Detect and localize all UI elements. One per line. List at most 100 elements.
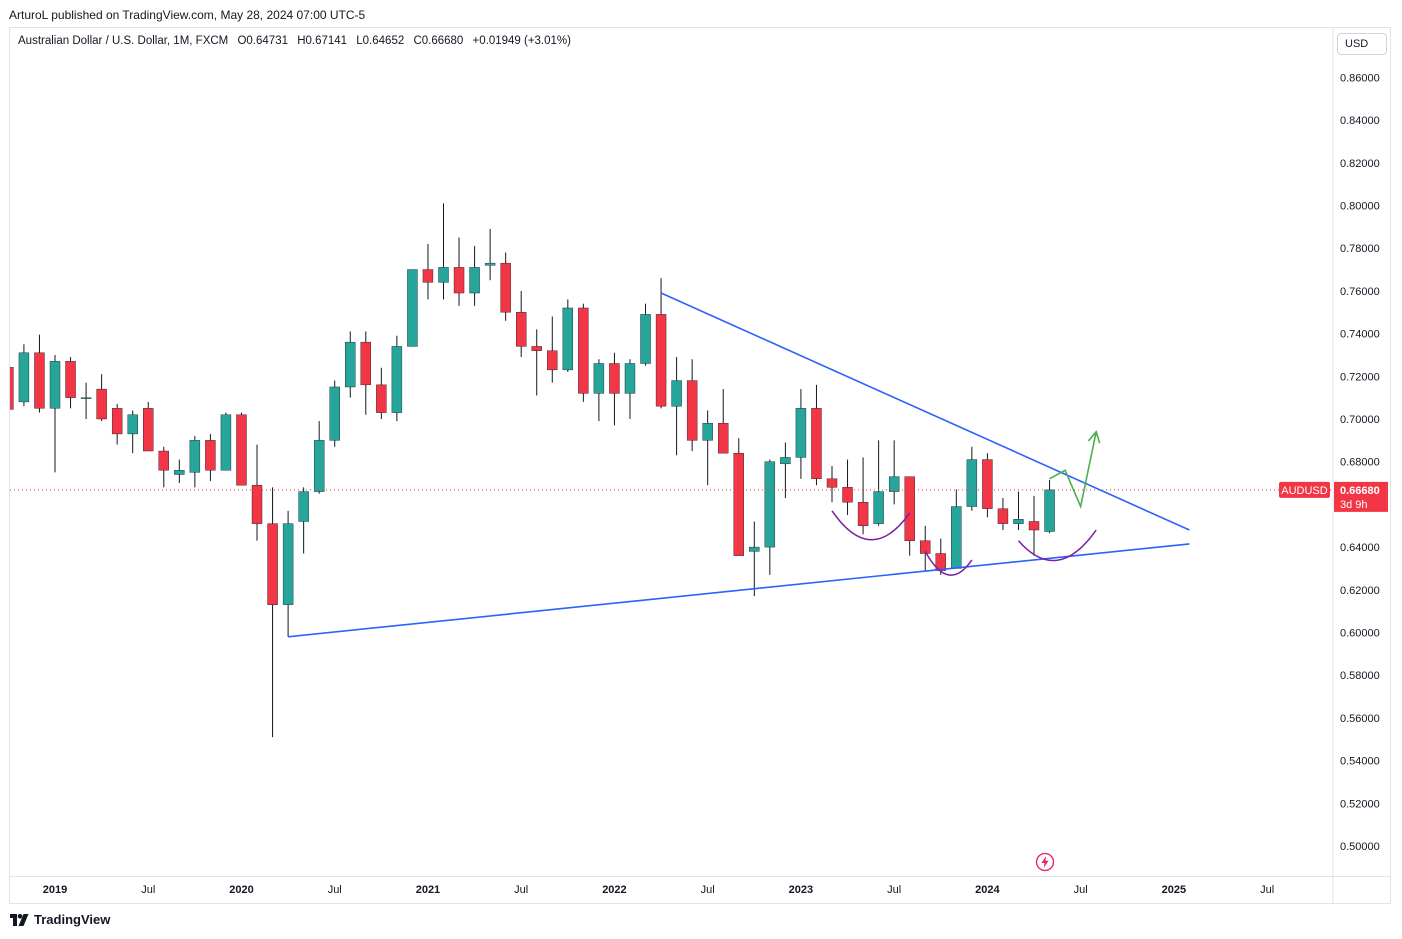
candle-up: [873, 491, 884, 524]
drawings: [288, 292, 1190, 638]
x-tick-label: 2021: [416, 884, 440, 896]
currency-button[interactable]: USD: [1337, 33, 1387, 55]
legend-symbol: Australian Dollar / U.S. Dollar, 1M, FXC…: [18, 35, 229, 47]
candle-up: [469, 267, 480, 294]
x-tick-label: Jul: [1260, 884, 1274, 896]
y-tick-label: 0.60000: [1340, 628, 1380, 640]
candle-down: [826, 478, 838, 488]
x-tick-label: 2025: [1162, 884, 1186, 896]
candle-down: [34, 352, 45, 409]
candle-up: [764, 461, 776, 548]
candle-down: [111, 408, 123, 435]
chart-frame: [9, 27, 1391, 904]
price-axis: 0.50000 0.52000 0.54000 0.56000 0.58000 0.600…: [1340, 72, 1380, 853]
candle-up: [624, 363, 636, 394]
candle-down: [655, 314, 667, 407]
price-tag-countdown: 3d 9h: [1340, 499, 1368, 511]
candle-down: [236, 414, 247, 486]
footer-brand: TradingView: [34, 912, 111, 927]
x-tick-label: 2024: [975, 884, 1000, 896]
time-axis: 2019 Jul 2020 Jul 2021 Jul 2022 Jul 2023 Jul 2024 J…: [43, 884, 1274, 896]
pattern-arc: [924, 551, 973, 576]
price-tag-value: 0.66680: [1340, 485, 1380, 497]
candle-up: [174, 470, 185, 475]
legend-low: L0.64652: [356, 35, 405, 47]
y-tick-label: 0.70000: [1340, 414, 1380, 426]
candle-down: [609, 363, 620, 394]
candle-down: [143, 408, 154, 452]
y-tick-label: 0.62000: [1340, 585, 1380, 597]
y-tick-label: 0.82000: [1340, 158, 1380, 170]
x-tick-label: 2023: [789, 884, 813, 896]
candle-up: [391, 346, 403, 413]
symbol-tag: [1279, 481, 1330, 498]
candle-up: [189, 440, 201, 473]
candle-up: [702, 423, 713, 441]
trendline-upper: [660, 292, 1190, 531]
candle-down: [811, 408, 822, 479]
candle-up: [749, 546, 760, 552]
tradingview-branding[interactable]: TradingView: [10, 912, 110, 927]
candle-up: [49, 361, 61, 409]
y-tick-label: 0.54000: [1340, 756, 1380, 768]
candle-down: [857, 502, 869, 526]
x-tick-label: Jul: [141, 884, 155, 896]
candle-down: [158, 450, 169, 471]
candle-up: [313, 440, 325, 492]
x-tick-label: Jul: [887, 884, 901, 896]
candle-up: [640, 314, 651, 364]
y-tick-label: 0.56000: [1340, 713, 1380, 725]
x-tick-label: 2019: [43, 884, 67, 896]
candle-up: [1013, 519, 1024, 524]
y-tick-label: 0.84000: [1340, 115, 1380, 127]
y-tick-label: 0.50000: [1340, 841, 1380, 853]
candle-up: [329, 386, 340, 441]
x-tick-label: Jul: [328, 884, 342, 896]
x-tick-label: 2022: [602, 884, 626, 896]
candle-up: [966, 459, 978, 507]
candles: [10, 203, 1055, 738]
y-tick-label: 0.74000: [1340, 329, 1380, 341]
candle-down: [997, 508, 1009, 524]
candle-down: [205, 440, 216, 471]
candle-down: [360, 341, 371, 386]
x-tick-label: 2020: [229, 884, 253, 896]
candle-up: [80, 397, 92, 399]
symbol-legend: Australian Dollar / U.S. Dollar, 1M, FXC…: [18, 35, 577, 47]
candle-up: [127, 414, 138, 435]
candle-down: [686, 380, 698, 441]
candle-up: [1044, 489, 1055, 532]
candle-down: [500, 262, 511, 313]
legend-open: O0.64731: [237, 35, 288, 47]
candle-up: [780, 457, 791, 465]
candle-down: [251, 484, 263, 524]
candle-down: [547, 350, 558, 371]
projection-arrow: [1049, 431, 1097, 510]
candle-up: [951, 506, 962, 569]
candle-down: [733, 452, 744, 556]
y-tick-label: 0.52000: [1340, 798, 1380, 810]
candle-down: [267, 523, 278, 605]
y-tick-label: 0.68000: [1340, 457, 1380, 469]
candle-down: [842, 487, 853, 503]
candle-up: [888, 476, 900, 492]
candle-up: [438, 267, 449, 283]
candle-up: [282, 523, 294, 605]
last-price-line: AUDUSD 0.66680 3d 9h: [10, 481, 1388, 512]
pattern-arc: [1017, 529, 1097, 562]
publisher-line: ArturoL published on TradingView.com, Ma…: [9, 8, 366, 22]
candle-down: [10, 367, 14, 410]
y-tick-label: 0.64000: [1340, 542, 1380, 554]
y-tick-label: 0.80000: [1340, 201, 1380, 213]
legend-high: H0.67141: [297, 35, 348, 47]
y-tick-label: 0.58000: [1340, 670, 1380, 682]
candle-up: [220, 414, 232, 471]
candle-up: [18, 352, 30, 403]
lightning-icon[interactable]: [1035, 852, 1055, 872]
candle-up: [795, 408, 807, 458]
projection-arrow-head: [1087, 430, 1101, 444]
tradingview-logo-icon: [10, 913, 29, 926]
candle-down: [904, 476, 915, 541]
y-tick-label: 0.72000: [1340, 371, 1380, 383]
